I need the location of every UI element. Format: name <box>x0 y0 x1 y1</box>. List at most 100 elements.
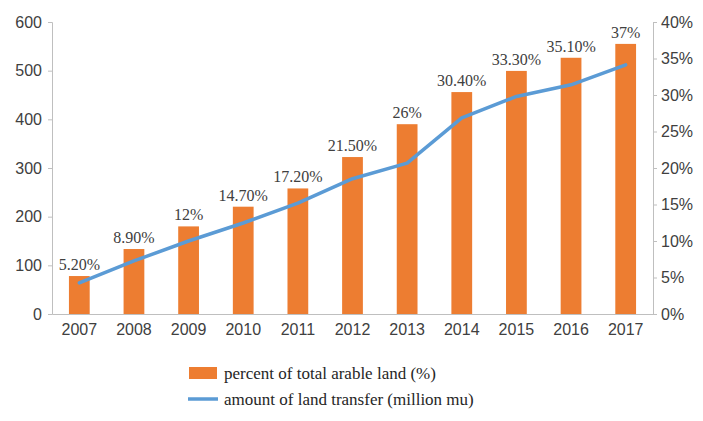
tick: 40% <box>653 14 693 31</box>
legend-swatch <box>189 367 217 379</box>
tick-label: 0 <box>33 306 42 323</box>
chart: 0 100 200 300 400 500 600 0% 5% 10% 15% 20% 25% 30% 35… <box>0 0 703 421</box>
tick-label: 500 <box>15 62 42 79</box>
tick-label: 2015 <box>499 321 535 338</box>
tick: 25% <box>653 123 693 140</box>
legend-swatch <box>188 397 218 401</box>
tick-label: 300 <box>15 160 42 177</box>
tick: 2017 <box>608 314 644 338</box>
tick: 2007 <box>62 314 98 338</box>
data-label: 26% <box>392 104 421 121</box>
tick-mark <box>48 217 52 218</box>
tick-mark <box>48 265 52 266</box>
tick-label: 30% <box>661 87 693 104</box>
tick-label: 600 <box>15 14 42 31</box>
tick: 0% <box>653 306 684 323</box>
data-label: 12% <box>174 206 203 223</box>
tick-label: 2012 <box>335 321 371 338</box>
data-label: 30.40% <box>437 72 486 89</box>
tick-mark <box>653 314 657 315</box>
tick: 2012 <box>335 314 371 338</box>
tick-mark <box>653 205 657 206</box>
tick-label: 15% <box>661 196 693 213</box>
bar <box>506 71 527 314</box>
tick-label: 2010 <box>225 321 261 338</box>
tick-mark <box>653 241 657 242</box>
legend-label: percent of total arable land (%) <box>224 364 436 383</box>
tick-label: 2013 <box>389 321 425 338</box>
tick-mark <box>48 168 52 169</box>
data-label: 33.30% <box>492 51 541 68</box>
tick-label: 35% <box>661 50 693 67</box>
bar <box>615 44 636 314</box>
legend-item: percent of total arable land (%) <box>189 364 436 383</box>
data-labels: 5.20% 8.90% 12% 14.70% 17.20% 21.50% 26% 30.40%… <box>59 24 641 273</box>
tick-label: 400 <box>15 111 42 128</box>
tick-mark <box>653 132 657 133</box>
tick-mark <box>653 95 657 96</box>
tick-label: 200 <box>15 208 42 225</box>
data-label: 35.10% <box>546 38 595 55</box>
bar <box>397 124 418 314</box>
tick-mark <box>48 314 52 315</box>
tick: 35% <box>653 50 693 67</box>
tick: 600 <box>15 14 52 31</box>
tick: 10% <box>653 233 693 250</box>
tick-mark <box>653 168 657 169</box>
tick-label: 100 <box>15 257 42 274</box>
tick-label: 25% <box>661 123 693 140</box>
tick: 2010 <box>225 314 261 338</box>
tick: 400 <box>15 111 52 128</box>
bar <box>561 58 582 314</box>
data-label: 21.50% <box>328 137 377 154</box>
tick-mark <box>653 278 657 279</box>
tick-label: 2009 <box>171 321 207 338</box>
data-label: 37% <box>611 24 640 41</box>
y-axis: 0 100 200 300 400 500 600 <box>15 14 52 323</box>
tick: 30% <box>653 87 693 104</box>
tick-label: 2014 <box>444 321 480 338</box>
axis-line <box>53 314 654 315</box>
tick-mark <box>48 22 52 23</box>
tick-label: 5% <box>661 269 684 286</box>
tick: 200 <box>15 208 52 225</box>
tick: 5% <box>653 269 684 286</box>
tick-label: 2008 <box>116 321 152 338</box>
axis-line <box>654 23 658 315</box>
y2-axis: 0% 5% 10% 15% 20% 25% 30% 35% 40% <box>653 14 693 323</box>
tick: 2015 <box>499 314 535 338</box>
axis-line <box>48 23 53 315</box>
tick: 500 <box>15 62 52 79</box>
tick-mark <box>48 71 52 72</box>
tick-label: 20% <box>661 160 693 177</box>
tick-mark <box>48 119 52 120</box>
tick: 2009 <box>171 314 207 338</box>
data-label: 14.70% <box>219 187 268 204</box>
tick-label: 10% <box>661 233 693 250</box>
tick: 15% <box>653 196 693 213</box>
data-label: 5.20% <box>59 256 100 273</box>
data-label: 8.90% <box>113 229 154 246</box>
data-label: 17.20% <box>273 168 322 185</box>
tick: 100 <box>15 257 52 274</box>
tick: 300 <box>15 160 52 177</box>
tick: 2014 <box>444 314 480 338</box>
tick-label: 2016 <box>553 321 589 338</box>
tick: 2011 <box>281 314 316 338</box>
tick-label: 2017 <box>608 321 644 338</box>
tick-mark <box>653 22 657 23</box>
tick-label: 2007 <box>62 321 98 338</box>
plot-area <box>69 44 636 314</box>
legend-item: amount of land transfer (million mu) <box>188 390 474 409</box>
legend: percent of total arable land (%) amount o… <box>188 364 474 409</box>
tick: 2013 <box>389 314 425 338</box>
tick-label: 0% <box>661 306 684 323</box>
tick: 20% <box>653 160 693 177</box>
legend-label: amount of land transfer (million mu) <box>224 390 474 409</box>
tick: 0 <box>33 306 52 323</box>
tick: 2008 <box>116 314 152 338</box>
tick-mark <box>653 59 657 60</box>
x-axis: 2007 2008 2009 2010 2011 2012 2013 2014 2015 2016… <box>53 314 654 338</box>
line <box>79 65 625 283</box>
tick: 2016 <box>553 314 589 338</box>
